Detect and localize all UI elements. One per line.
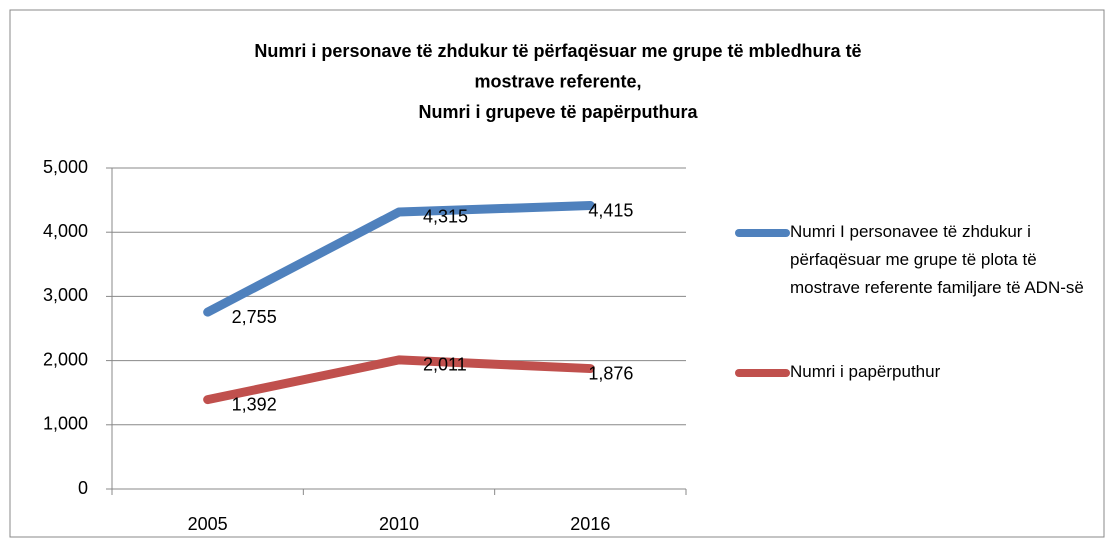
x-tick-label: 2005 xyxy=(188,514,228,534)
chart-border xyxy=(9,9,1105,538)
chart-title: Numri i personave të zhdukur të përfaqës… xyxy=(254,41,861,61)
x-tick-label: 2010 xyxy=(379,514,419,534)
data-label: 2,755 xyxy=(232,307,277,327)
data-label: 2,011 xyxy=(423,355,467,375)
data-label: 4,415 xyxy=(588,200,633,220)
y-tick-label: 4,000 xyxy=(43,221,88,241)
series-line xyxy=(203,355,595,405)
chart-title: mostrave referente, xyxy=(474,71,641,91)
chart-title: Numri i grupeve të papërputhura xyxy=(418,102,698,122)
series-line xyxy=(203,201,595,317)
legend-label: Numri i papërputhur xyxy=(790,362,941,381)
data-label: 4,315 xyxy=(423,207,468,227)
legend-swatch xyxy=(735,369,790,377)
y-tick-label: 5,000 xyxy=(43,157,88,177)
y-tick-label: 0 xyxy=(78,478,88,498)
legend-swatch xyxy=(735,229,790,237)
data-label: 1,392 xyxy=(232,394,277,414)
legend-item: Numri I personavee të zhdukur i përfaqës… xyxy=(735,218,1100,302)
y-tick-label: 2,000 xyxy=(43,349,88,369)
legend-label: Numri I personavee të zhdukur i përfaqës… xyxy=(790,222,1084,297)
x-tick-label: 2016 xyxy=(570,514,610,534)
data-label: 1,876 xyxy=(588,363,633,383)
y-tick-label: 3,000 xyxy=(43,285,88,305)
legend-item: Numri i papërputhur xyxy=(735,358,1100,386)
y-tick-label: 1,000 xyxy=(43,414,88,434)
